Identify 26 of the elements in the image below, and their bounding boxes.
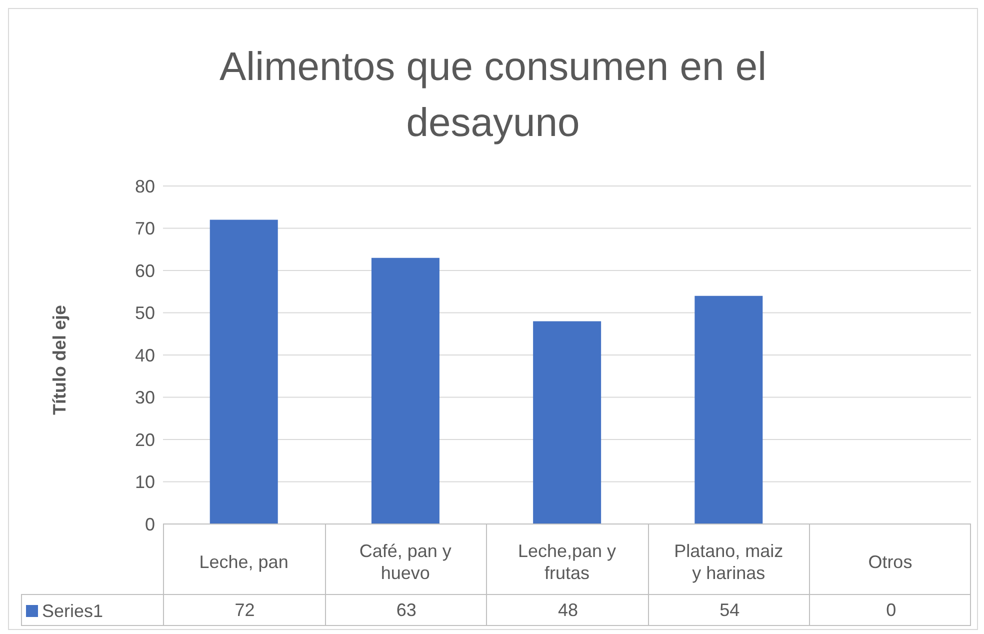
- y-tick-label: 70: [134, 218, 155, 239]
- bar: [371, 258, 440, 524]
- y-tick-label: 10: [134, 472, 155, 492]
- data-label: 48: [556, 599, 579, 622]
- y-tick-label: 50: [134, 303, 155, 324]
- y-tick-label: 60: [134, 260, 155, 281]
- x-tick-label: Leche, pan: [199, 552, 288, 572]
- legend-label: Series1: [42, 600, 104, 622]
- bar: [533, 321, 602, 524]
- y-tick-label: 0: [144, 514, 155, 534]
- data-label: 72: [234, 599, 256, 622]
- y-tick-label: 20: [134, 430, 155, 450]
- y-tick-label: 80: [134, 176, 155, 196]
- x-tick-label: Café, pan y huevo: [359, 540, 452, 583]
- data-label: 0: [885, 599, 898, 622]
- data-label: 54: [718, 599, 741, 622]
- x-tick-label: Leche,pan y frutas: [518, 540, 616, 583]
- y-tick-label: 40: [134, 345, 155, 366]
- x-tick-label: Otros: [868, 552, 912, 572]
- y-tick-label: 30: [134, 388, 155, 408]
- chart-title: Alimentos que consumen en el desayuno: [218, 44, 768, 147]
- bar: [210, 220, 278, 524]
- bar: [694, 296, 763, 524]
- data-label: 63: [395, 599, 418, 622]
- x-tick-label: Platano, maiz y harinas: [674, 540, 784, 583]
- y-axis-title: Título del eje: [49, 304, 70, 415]
